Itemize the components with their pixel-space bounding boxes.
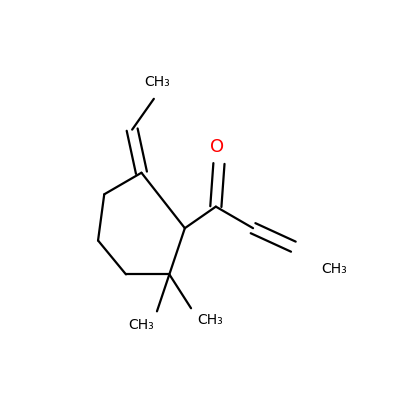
Text: O: O [210,138,224,156]
Text: CH₃: CH₃ [144,75,170,89]
Text: CH₃: CH₃ [197,313,223,327]
Text: CH₃: CH₃ [321,262,347,276]
Text: CH₃: CH₃ [128,318,154,332]
